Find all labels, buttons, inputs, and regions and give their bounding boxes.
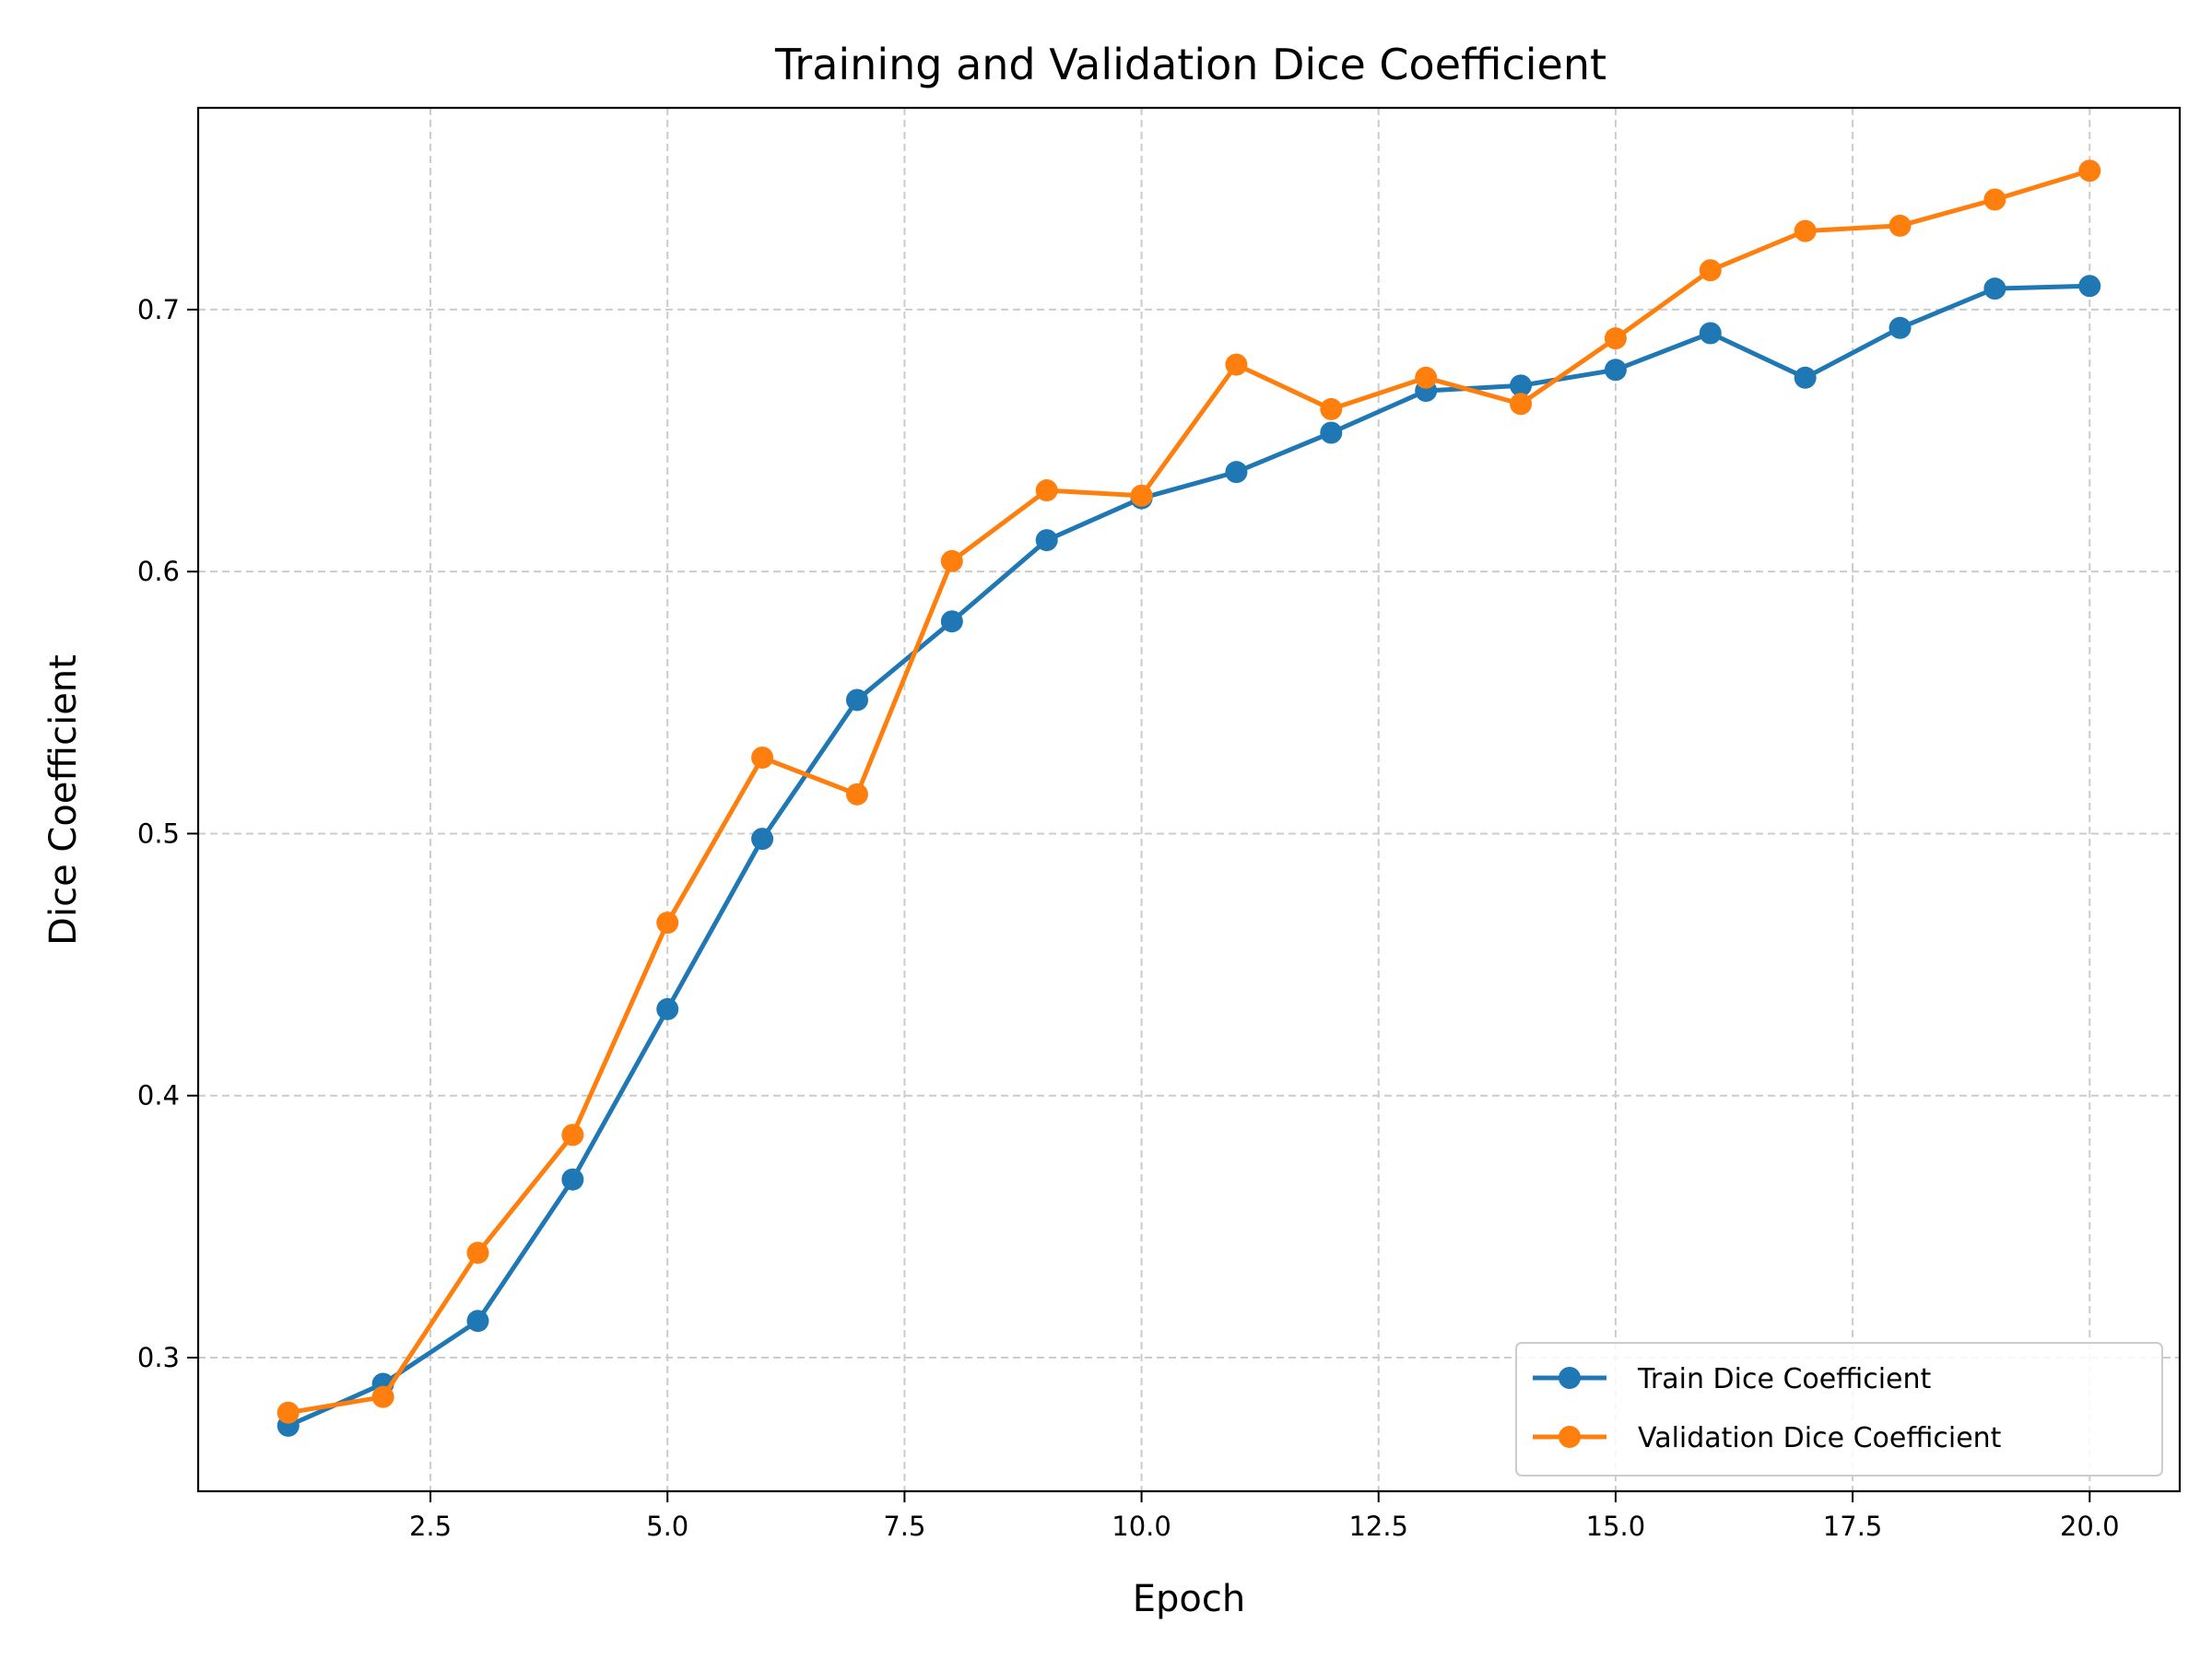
series-2-point: [1604, 327, 1627, 350]
series-1-point: [1983, 277, 2006, 300]
series-2-point: [845, 782, 868, 806]
series-1-point: [561, 1168, 584, 1191]
series-line-1: [286, 283, 2092, 1429]
grid-layer: [198, 108, 2180, 1491]
series-1-point: [940, 610, 963, 633]
series-1-point: [1699, 322, 1722, 345]
series-1-point: [466, 1310, 489, 1333]
series-2-point: [940, 549, 963, 572]
y-tick-label: 0.5: [137, 818, 180, 849]
x-tick-label: 20.0: [2060, 1511, 2120, 1542]
x-tick-label: 12.5: [1348, 1511, 1408, 1542]
x-axis-label: Epoch: [1133, 1578, 1245, 1620]
x-tick-label: 17.5: [1823, 1511, 1883, 1542]
series-layer: [276, 159, 2101, 1437]
chart-title: Training and Validation Dice Coefficient: [774, 40, 1606, 89]
series-2-point: [2078, 159, 2101, 182]
series-2-point: [1320, 397, 1343, 420]
x-tick-label: 15.0: [1586, 1511, 1646, 1542]
series-2-point: [1225, 353, 1248, 376]
legend-swatch-marker: [1559, 1367, 1581, 1389]
series-1-point: [845, 688, 868, 712]
tick-layer: 2.5 5.0 7.5 10.0 12.5 15.0 17.5 20.0 0.3 0.4 0.5 0.…: [137, 294, 2120, 1542]
series-2-point: [561, 1124, 584, 1147]
series-2-point: [1699, 259, 1722, 282]
series-2-point: [1794, 219, 1817, 242]
legend-entry-label: Validation Dice Coefficient: [1638, 1422, 2002, 1454]
legend-box: [1515, 1342, 2163, 1477]
y-tick-label: 0.4: [137, 1080, 180, 1112]
plot-frame: [196, 106, 2182, 1493]
series-2-point: [1415, 366, 1438, 389]
series-2-point: [751, 747, 774, 770]
series-1-point: [2078, 275, 2101, 298]
legend: Train Dice Coefficient Validation Dice Co…: [1515, 1342, 2163, 1477]
series-2-point: [466, 1241, 489, 1265]
series-2-point: [371, 1385, 394, 1408]
series-2-point: [1510, 393, 1533, 416]
series-1-point: [1320, 421, 1343, 444]
y-tick-label: 0.6: [137, 556, 180, 587]
x-tick-label: 2.5: [409, 1511, 452, 1542]
series-2-point: [1035, 479, 1058, 502]
y-tick-label: 0.7: [137, 294, 180, 325]
series-2-point: [1130, 484, 1153, 507]
x-tick-label: 5.0: [646, 1511, 688, 1542]
series-1-point: [1888, 316, 1912, 339]
series-1-point: [1035, 529, 1058, 552]
y-axis-label: Dice Coefficient: [42, 654, 85, 946]
legend-entry-label: Train Dice Coefficient: [1637, 1363, 1932, 1395]
series-1-point: [751, 828, 774, 851]
series-2-point: [1888, 214, 1912, 237]
series-1-point: [1225, 461, 1248, 484]
series-1-point: [1510, 374, 1533, 397]
series-1-point: [1794, 366, 1817, 389]
series-2-point: [276, 1401, 300, 1424]
y-tick-label: 0.3: [137, 1342, 180, 1373]
legend-swatch-marker: [1559, 1426, 1581, 1448]
series-1-point: [656, 997, 679, 1020]
series-1-point: [1604, 359, 1627, 382]
x-tick-label: 7.5: [883, 1511, 925, 1542]
series-2-point: [1983, 188, 2006, 211]
series-2-point: [656, 912, 679, 935]
x-tick-label: 10.0: [1112, 1511, 1171, 1542]
series-line-2: [286, 168, 2092, 1416]
